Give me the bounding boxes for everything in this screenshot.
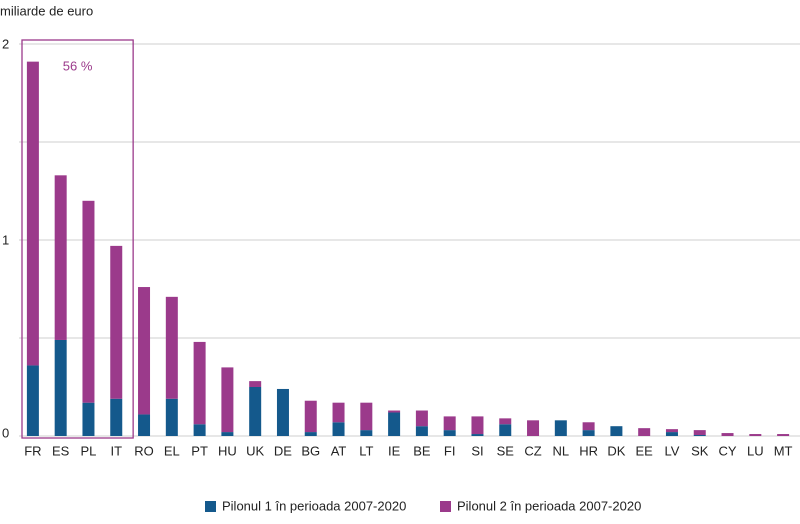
x-tick-label: SE bbox=[497, 443, 515, 458]
x-tick-label: FR bbox=[24, 443, 41, 458]
bar-segment bbox=[138, 287, 151, 415]
bar-segment bbox=[110, 398, 123, 436]
bar-segment bbox=[693, 430, 706, 436]
bar-segment bbox=[276, 388, 289, 436]
bar-segment bbox=[110, 245, 123, 399]
x-tick-label: HU bbox=[218, 443, 237, 458]
bar-segment bbox=[665, 432, 678, 436]
x-tick-label: BG bbox=[301, 443, 320, 458]
bar-segment bbox=[415, 426, 428, 436]
x-tick-label: RO bbox=[134, 443, 154, 458]
x-tick-label: EL bbox=[164, 443, 180, 458]
bar-segment bbox=[360, 430, 373, 436]
x-tick-label: LT bbox=[359, 443, 373, 458]
bar-segment bbox=[721, 433, 734, 436]
x-tick-label: PT bbox=[191, 443, 208, 458]
y-axis-label: miliarde de euro bbox=[0, 3, 93, 18]
bar-segment bbox=[138, 414, 151, 436]
x-tick-label: ES bbox=[52, 443, 70, 458]
bar-segment bbox=[26, 365, 39, 436]
bar-segment bbox=[82, 200, 95, 403]
x-tick-label: CZ bbox=[524, 443, 541, 458]
x-tick-label: HR bbox=[579, 443, 598, 458]
bar-segment bbox=[193, 424, 206, 436]
bar-segment bbox=[360, 402, 373, 431]
bar-segment bbox=[165, 296, 178, 399]
bar-segment bbox=[582, 430, 595, 436]
x-tick-label: NL bbox=[553, 443, 570, 458]
legend-swatch bbox=[205, 501, 216, 512]
bar-segment bbox=[304, 400, 317, 433]
x-tick-label: DK bbox=[607, 443, 625, 458]
x-tick-label: BE bbox=[413, 443, 431, 458]
bar-segment bbox=[221, 367, 234, 433]
bar-segment bbox=[193, 341, 206, 425]
bar-segment bbox=[527, 420, 540, 436]
bar-segment bbox=[332, 422, 345, 436]
bar-segment bbox=[82, 402, 95, 436]
x-tick-label: SK bbox=[691, 443, 709, 458]
bar-segment bbox=[499, 424, 512, 436]
bar-segment bbox=[749, 434, 762, 436]
bar-segment bbox=[499, 418, 512, 425]
x-tick-label: SI bbox=[471, 443, 483, 458]
legend-label: Pilonul 2 în perioada 2007-2020 bbox=[457, 498, 641, 513]
bar-segment bbox=[388, 410, 401, 413]
bar-segment bbox=[443, 416, 456, 431]
bar-segment bbox=[443, 430, 456, 436]
bar-segment bbox=[304, 432, 317, 436]
bar-segment bbox=[610, 426, 623, 436]
bar-segment bbox=[693, 435, 706, 436]
bar-segment bbox=[54, 175, 67, 340]
x-tick-label: PL bbox=[81, 443, 97, 458]
bar-segment bbox=[554, 420, 567, 436]
bar-segment bbox=[471, 434, 484, 436]
bar-segment bbox=[54, 339, 67, 436]
x-tick-label: IE bbox=[388, 443, 401, 458]
bar-segment bbox=[638, 428, 651, 436]
bar-segment bbox=[332, 402, 345, 423]
bar-segment bbox=[388, 412, 401, 436]
x-tick-label: MT bbox=[774, 443, 793, 458]
x-tick-label: AT bbox=[331, 443, 347, 458]
x-tick-label: FI bbox=[444, 443, 456, 458]
legend-swatch bbox=[440, 501, 451, 512]
y-tick-label: 0 bbox=[2, 425, 9, 440]
bar-segment bbox=[777, 434, 790, 436]
bar-segment bbox=[221, 432, 234, 436]
bar-segment bbox=[249, 381, 262, 387]
x-tick-label: EE bbox=[636, 443, 654, 458]
x-tick-label: CY bbox=[719, 443, 737, 458]
legend-label: Pilonul 1 în perioada 2007-2020 bbox=[222, 498, 406, 513]
bar-segment bbox=[249, 387, 262, 436]
annotation-box bbox=[21, 39, 134, 439]
bar-segment bbox=[582, 422, 595, 431]
x-tick-label: UK bbox=[246, 443, 264, 458]
bar-segment bbox=[26, 61, 39, 366]
annotation-text: 56 % bbox=[63, 58, 93, 73]
x-tick-label: IT bbox=[110, 443, 122, 458]
bar-segment bbox=[665, 429, 678, 433]
bar-segment bbox=[165, 398, 178, 436]
y-tick-label: 1 bbox=[2, 232, 9, 247]
bar-segment bbox=[415, 410, 428, 427]
x-tick-label: LV bbox=[664, 443, 679, 458]
x-tick-label: DE bbox=[274, 443, 292, 458]
y-tick-label: 2 bbox=[2, 36, 9, 51]
x-tick-label: LU bbox=[747, 443, 764, 458]
bar-segment bbox=[471, 416, 484, 435]
